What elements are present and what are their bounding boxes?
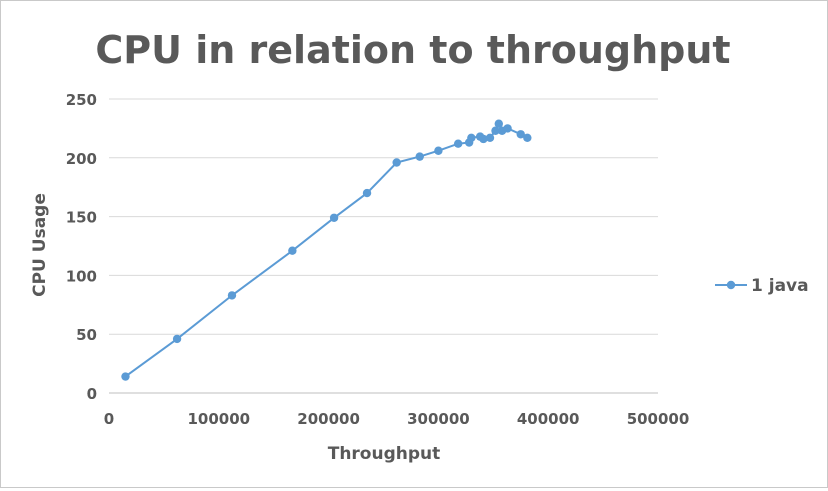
y-tick-label: 150 xyxy=(66,209,97,227)
data-point xyxy=(329,213,339,222)
data-point xyxy=(503,124,512,133)
legend-label: 1 java xyxy=(751,276,809,296)
data-point xyxy=(494,119,503,128)
data-point xyxy=(479,134,488,144)
y-tick-label: 50 xyxy=(76,326,97,344)
x-tick-label: 300000 xyxy=(407,410,470,428)
data-point xyxy=(491,126,500,135)
y-tick-label: 100 xyxy=(66,267,97,285)
x-tick-label: 0 xyxy=(104,410,114,428)
data-point xyxy=(392,158,401,167)
data-point xyxy=(172,334,182,344)
y-axis-label: CPU Usage xyxy=(30,193,50,297)
chart-title: CPU in relation to throughput xyxy=(95,28,730,72)
legend: 1 java xyxy=(715,276,809,296)
data-point xyxy=(434,146,443,155)
x-axis-label: Throughput xyxy=(328,444,441,464)
y-tick-label: 250 xyxy=(66,91,97,109)
data-point xyxy=(516,130,525,139)
gridlines xyxy=(109,98,658,335)
series-line xyxy=(124,121,528,378)
data-point xyxy=(485,133,495,143)
data-point xyxy=(227,291,237,300)
data-point xyxy=(453,139,463,148)
y-tick-label: 0 xyxy=(87,385,97,403)
legend-marker xyxy=(726,280,736,290)
series-1-java xyxy=(121,119,532,381)
y-axis-ticks: 0 50 100 150 200 250 xyxy=(66,91,97,403)
data-point xyxy=(467,133,476,143)
x-tick-label: 500000 xyxy=(627,410,690,428)
x-tick-label: 400000 xyxy=(517,410,580,428)
x-axis-ticks: 0 100000 200000 300000 400000 500000 xyxy=(104,410,690,428)
x-tick-label: 200000 xyxy=(297,410,360,428)
data-point xyxy=(362,188,372,198)
data-point xyxy=(288,246,297,255)
data-point xyxy=(415,152,424,161)
y-tick-label: 200 xyxy=(66,150,97,168)
data-point xyxy=(523,133,532,143)
x-tick-label: 100000 xyxy=(187,410,250,428)
data-point xyxy=(121,372,130,381)
